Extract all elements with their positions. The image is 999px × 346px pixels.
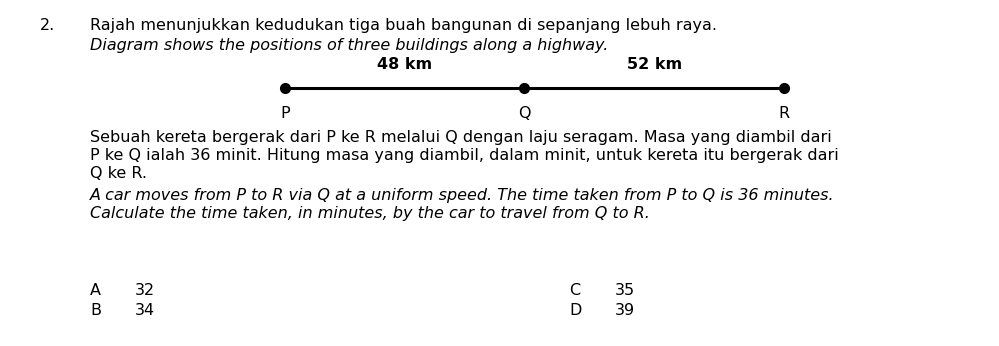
Text: Sebuah kereta bergerak dari P ke R melalui Q dengan laju seragam. Masa yang diam: Sebuah kereta bergerak dari P ke R melal… bbox=[90, 130, 831, 145]
Text: Calculate the time taken, in minutes, by the car to travel from Q to R.: Calculate the time taken, in minutes, by… bbox=[90, 206, 649, 221]
Text: 39: 39 bbox=[614, 303, 634, 318]
Text: 52 km: 52 km bbox=[626, 57, 682, 72]
Text: Q: Q bbox=[518, 106, 530, 121]
Text: P: P bbox=[280, 106, 290, 121]
Text: 34: 34 bbox=[135, 303, 155, 318]
Text: R: R bbox=[778, 106, 790, 121]
Text: D: D bbox=[569, 303, 581, 318]
Text: C: C bbox=[569, 283, 580, 298]
Text: B: B bbox=[90, 303, 101, 318]
Text: 48 km: 48 km bbox=[377, 57, 433, 72]
Text: P ke Q ialah 36 minit. Hitung masa yang diambil, dalam minit, untuk kereta itu b: P ke Q ialah 36 minit. Hitung masa yang … bbox=[90, 148, 838, 163]
Text: 35: 35 bbox=[614, 283, 634, 298]
Text: Diagram shows the positions of three buildings along a highway.: Diagram shows the positions of three bui… bbox=[90, 38, 608, 53]
Text: A car moves from P to R via Q at a uniform speed. The time taken from P to Q is : A car moves from P to R via Q at a unifo… bbox=[90, 188, 834, 203]
Text: A: A bbox=[90, 283, 101, 298]
Text: Q ke R.: Q ke R. bbox=[90, 166, 147, 181]
Text: Rajah menunjukkan kedudukan tiga buah bangunan di sepanjang lebuh raya.: Rajah menunjukkan kedudukan tiga buah ba… bbox=[90, 18, 717, 33]
Text: 32: 32 bbox=[135, 283, 155, 298]
Text: 2.: 2. bbox=[40, 18, 55, 33]
